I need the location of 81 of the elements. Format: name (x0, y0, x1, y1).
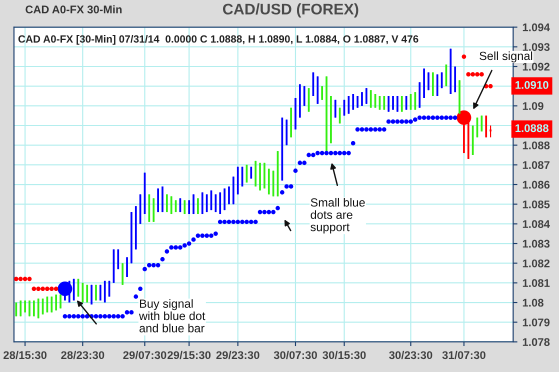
point (466, 72, 471, 77)
annotation: Sell signal (480, 51, 532, 62)
point (14, 276, 18, 282)
candlestick (410, 93, 412, 110)
point (27, 276, 32, 282)
candlestick (55, 294, 58, 311)
annotation: Small blue dots are support (310, 198, 365, 234)
y-tick-label: 1.083 (522, 240, 550, 248)
x-tick-label: 31/07:30 (442, 350, 486, 360)
candlestick (15, 302, 18, 317)
candlestick (42, 298, 44, 315)
candlestick (50, 296, 53, 313)
candlestick (241, 166, 244, 188)
annotation: Buy signal with blue dot and blue bar (139, 299, 206, 332)
candlestick (152, 198, 155, 222)
candlestick (383, 95, 386, 110)
x-tick-label: 29/07:30 (123, 350, 166, 360)
x-tick-label: 28/15:30 (4, 350, 47, 360)
y-tick-label: 1.08 (522, 298, 544, 307)
candlestick (352, 93, 354, 110)
candlestick (414, 92, 416, 110)
point (49, 286, 54, 291)
y-tick-label: 1.094 (522, 23, 550, 32)
x-tick-label: 30/23:30 (389, 350, 432, 360)
y-tick-label: 1.079 (522, 318, 550, 326)
y-tick-label: 1.084 (522, 220, 550, 228)
text: 1.0888 (516, 124, 548, 132)
candlestick (370, 90, 372, 108)
point (470, 72, 476, 77)
chart-title: CAD/USD (FOREX) (222, 3, 358, 18)
y-tick-label: 1.09 (522, 102, 544, 110)
point (32, 286, 36, 291)
point (462, 54, 466, 59)
text: CAD A0-FX [30-Min] 07/31/14 0.0000 C 1.0888, H 1.0890, L 1.0884, O 1.0887, V 476 (18, 35, 418, 45)
candlestick (122, 262, 124, 286)
x-tick-label: 30/07:30 (274, 350, 317, 360)
candlestick (374, 93, 376, 108)
candlestick (303, 86, 306, 106)
candlestick (445, 64, 448, 87)
candlestick (378, 95, 381, 110)
y-tick-label: 1.088 (522, 141, 550, 150)
candlestick (405, 95, 408, 110)
candlestick (184, 200, 186, 215)
candlestick (388, 95, 390, 112)
candlestick (37, 298, 40, 319)
y-tick-label: 1.085 (522, 200, 550, 208)
y-tick-label: 1.078 (522, 338, 550, 346)
point (22, 276, 28, 282)
candlestick (480, 115, 483, 132)
candlestick (485, 115, 488, 138)
point (36, 286, 41, 291)
candlestick (32, 300, 35, 317)
y-tick-label: 1.087 (522, 161, 550, 169)
x-tick-label: 30/15:30 (322, 350, 366, 360)
x-tick-label: 29/23:30 (216, 350, 260, 360)
candlestick (490, 124, 492, 138)
candlestick (348, 95, 350, 114)
candlestick (321, 86, 324, 100)
x-tick-label: 29/15:30 (168, 350, 211, 360)
y-tick-label: 1.093 (522, 43, 550, 51)
y-tick-label: 1.081 (522, 279, 550, 287)
candlestick (365, 88, 368, 104)
point (488, 84, 493, 88)
point (45, 286, 50, 291)
candlestick (400, 95, 403, 112)
text: CAD A0-FX 30-Min (26, 5, 122, 14)
point (479, 72, 484, 77)
point (40, 286, 45, 291)
y-tick-label: 1.082 (522, 259, 550, 268)
text: 1.0910 (516, 81, 548, 89)
candlestick (46, 296, 48, 313)
candlestick (188, 200, 190, 215)
point (54, 286, 58, 291)
x-tick-label: 28/23:30 (61, 350, 104, 360)
point (475, 72, 480, 77)
candlestick (20, 300, 22, 317)
point (18, 276, 23, 282)
candlestick (308, 88, 310, 112)
y-tick-label: 1.092 (522, 62, 550, 71)
candlestick (476, 117, 478, 138)
y-tick-label: 1.086 (522, 180, 550, 189)
